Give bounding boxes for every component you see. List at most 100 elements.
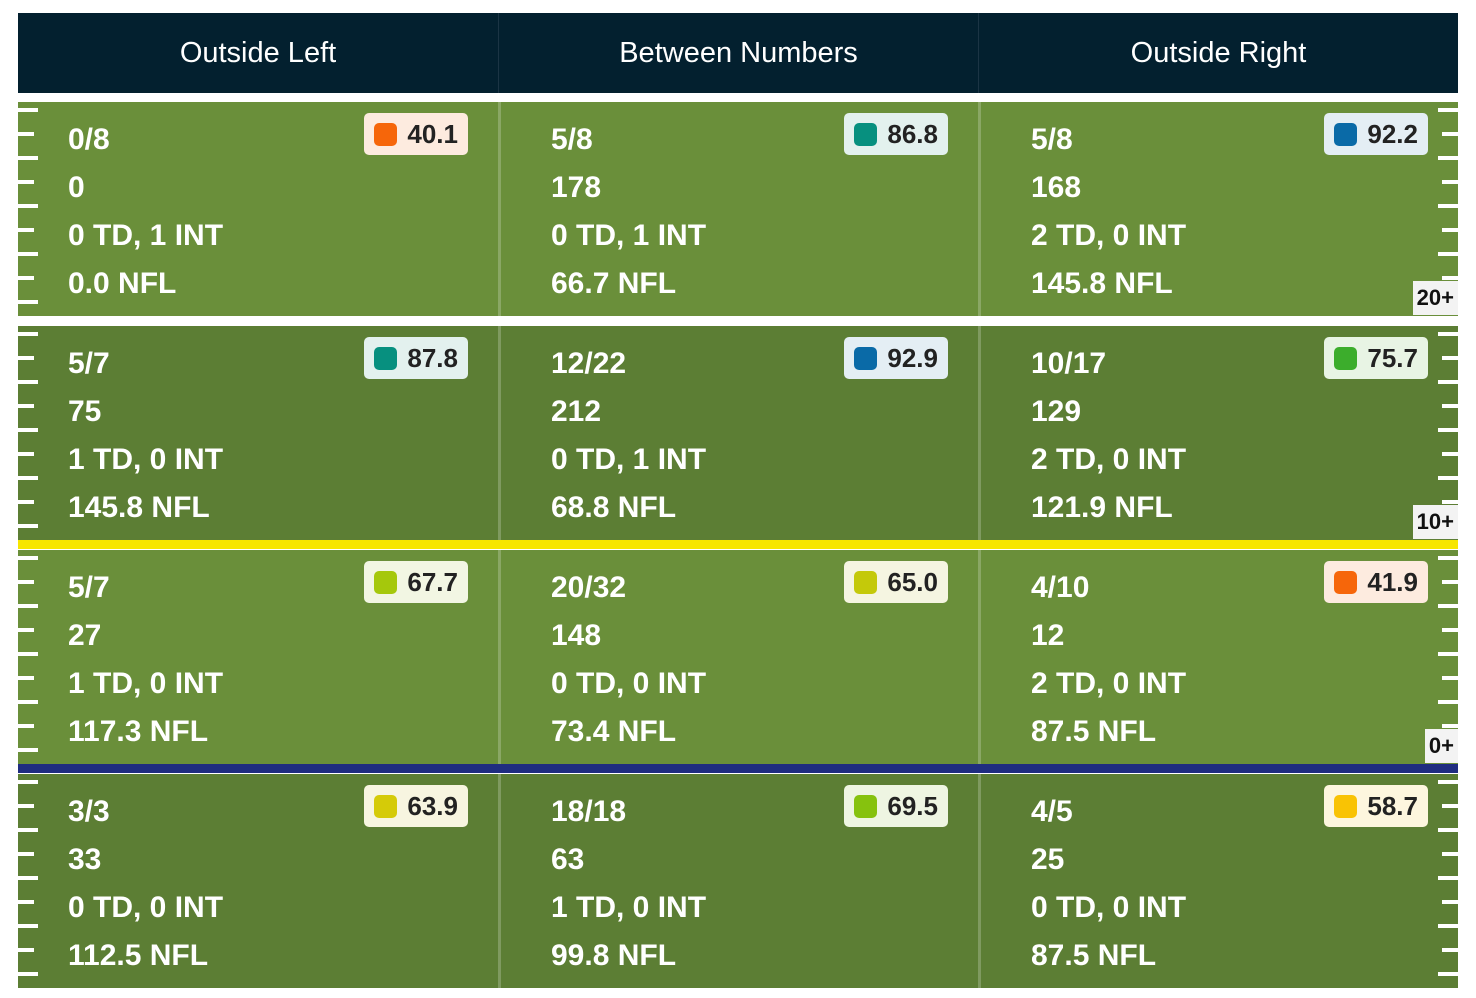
grade-badge: 67.7 bbox=[364, 561, 468, 603]
completions-attempts: 18/18 bbox=[551, 795, 627, 828]
cell-stats: 12/22 212 0 TD, 1 INT 68.8 NFL bbox=[551, 340, 706, 532]
yard-line-separator bbox=[18, 316, 1458, 325]
completions-attempts: 4/10 bbox=[1031, 571, 1090, 604]
grade-value: 65.0 bbox=[887, 566, 938, 597]
zone-cell[interactable]: 0/8 0 0 TD, 1 INT 0.0 NFL 40.1 bbox=[18, 102, 498, 316]
cell-stats: 4/10 12 2 TD, 0 INT 87.5 NFL bbox=[1031, 564, 1186, 756]
hash-mark bbox=[18, 876, 38, 880]
zone-cell[interactable]: 20/32 148 0 TD, 0 INT 73.4 NFL 65.0 bbox=[498, 550, 978, 764]
zone-cell[interactable]: 4/5 25 0 TD, 0 INT 87.5 NFL 58.7 bbox=[978, 774, 1458, 988]
column-header-outside-left: Outside Left bbox=[179, 36, 337, 69]
cell-stats: 4/5 25 0 TD, 0 INT 87.5 NFL bbox=[1031, 788, 1186, 980]
hash-mark bbox=[1442, 948, 1458, 952]
grade-color-swatch bbox=[374, 346, 398, 370]
hash-mark bbox=[1438, 156, 1458, 160]
hash-mark bbox=[18, 404, 34, 408]
cell-stats: 3/3 33 0 TD, 0 INT 112.5 NFL bbox=[68, 788, 223, 980]
hash-mark bbox=[1442, 228, 1458, 232]
grade-color-swatch bbox=[1334, 346, 1358, 370]
hash-mark bbox=[1442, 500, 1458, 504]
hash-mark bbox=[1442, 404, 1458, 408]
touchdowns-interceptions: 2 TD, 0 INT bbox=[1031, 443, 1187, 476]
grade-value: 41.9 bbox=[1367, 566, 1418, 597]
grade-color-swatch bbox=[374, 570, 398, 594]
grade-badge: 75.7 bbox=[1324, 337, 1428, 379]
nfl-passer-rating: 73.4 NFL bbox=[551, 715, 677, 748]
hash-marks-left bbox=[18, 102, 38, 316]
zone-cell[interactable]: 4/10 12 2 TD, 0 INT 87.5 NFL 41.9 bbox=[978, 550, 1458, 764]
passing-yards: 33 bbox=[68, 843, 102, 876]
grade-color-swatch bbox=[1334, 570, 1358, 594]
hash-mark bbox=[18, 700, 38, 704]
yard-line-separator bbox=[18, 540, 1458, 549]
completions-attempts: 5/8 bbox=[551, 123, 593, 156]
hash-mark bbox=[18, 580, 34, 584]
grade-value: 58.7 bbox=[1367, 790, 1418, 821]
hash-mark bbox=[18, 780, 38, 784]
touchdowns-interceptions: 0 TD, 1 INT bbox=[551, 219, 707, 252]
zone-cell[interactable]: 5/8 178 0 TD, 1 INT 66.7 NFL 86.8 bbox=[498, 102, 978, 316]
passing-yards: 129 bbox=[1031, 395, 1082, 428]
nfl-passer-rating: 87.5 NFL bbox=[1031, 939, 1157, 972]
hash-mark bbox=[18, 300, 38, 304]
nfl-passer-rating: 117.3 NFL bbox=[68, 715, 209, 748]
touchdowns-interceptions: 0 TD, 1 INT bbox=[551, 443, 707, 476]
zone-cell[interactable]: 5/7 27 1 TD, 0 INT 117.3 NFL 67.7 bbox=[18, 550, 498, 764]
touchdowns-interceptions: 1 TD, 0 INT bbox=[551, 891, 707, 924]
nfl-passer-rating: 112.5 NFL bbox=[68, 939, 209, 972]
touchdowns-interceptions: 1 TD, 0 INT bbox=[68, 443, 224, 476]
passing-yards: 75 bbox=[68, 395, 102, 428]
hash-mark bbox=[18, 804, 34, 808]
grade-badge: 58.7 bbox=[1324, 785, 1428, 827]
nfl-passer-rating: 99.8 NFL bbox=[551, 939, 677, 972]
grade-color-swatch bbox=[374, 794, 398, 818]
completions-attempts: 0/8 bbox=[68, 123, 110, 156]
zone-cell[interactable]: 5/8 168 2 TD, 0 INT 145.8 NFL 92.2 bbox=[978, 102, 1458, 316]
hash-mark bbox=[18, 228, 34, 232]
passing-yards: 25 bbox=[1031, 843, 1065, 876]
hash-mark bbox=[1442, 900, 1458, 904]
grade-color-swatch bbox=[854, 794, 878, 818]
hash-mark bbox=[1442, 276, 1458, 280]
hash-mark bbox=[1442, 804, 1458, 808]
yard-line-separator bbox=[18, 764, 1458, 773]
nfl-passer-rating: 66.7 NFL bbox=[551, 267, 677, 300]
hash-mark bbox=[18, 828, 38, 832]
column-header-outside-right: Outside Right bbox=[978, 13, 1458, 93]
depth-zone-label: 10+ bbox=[1412, 505, 1458, 539]
grade-badge: 40.1 bbox=[364, 113, 468, 155]
zone-cell[interactable]: 3/3 33 0 TD, 0 INT 112.5 NFL 63.9 bbox=[18, 774, 498, 988]
hash-mark bbox=[1438, 108, 1458, 112]
hash-mark bbox=[18, 948, 34, 952]
hash-mark bbox=[1442, 356, 1458, 360]
hash-mark bbox=[18, 180, 34, 184]
zone-cell[interactable]: 12/22 212 0 TD, 1 INT 68.8 NFL 92.9 bbox=[498, 326, 978, 540]
zone-cell[interactable]: 18/18 63 1 TD, 0 INT 99.8 NFL 69.5 bbox=[498, 774, 978, 988]
touchdowns-interceptions: 2 TD, 0 INT bbox=[1031, 219, 1187, 252]
hash-mark bbox=[18, 428, 38, 432]
grade-color-swatch bbox=[854, 346, 878, 370]
grade-value: 87.8 bbox=[407, 342, 458, 373]
hash-mark bbox=[1438, 380, 1458, 384]
passing-yards: 178 bbox=[551, 171, 602, 204]
hash-mark bbox=[18, 852, 34, 856]
hash-mark bbox=[1438, 332, 1458, 336]
hash-mark bbox=[18, 972, 38, 976]
depth-row: 5/7 75 1 TD, 0 INT 145.8 NFL 87.8 12/22 212 0 T… bbox=[18, 326, 1458, 540]
touchdowns-interceptions: 0 TD, 1 INT bbox=[68, 219, 224, 252]
hash-mark bbox=[1438, 476, 1458, 480]
zone-cell[interactable]: 10/17 129 2 TD, 0 INT 121.9 NFL 75.7 bbox=[978, 326, 1458, 540]
grade-badge: 92.2 bbox=[1324, 113, 1428, 155]
cell-stats: 5/7 27 1 TD, 0 INT 117.3 NFL bbox=[68, 564, 223, 756]
passing-yards: 148 bbox=[551, 619, 602, 652]
completions-attempts: 5/8 bbox=[1031, 123, 1073, 156]
hash-mark bbox=[1442, 132, 1458, 136]
completions-attempts: 12/22 bbox=[551, 347, 627, 380]
hash-marks-left bbox=[18, 550, 38, 764]
grade-badge: 65.0 bbox=[844, 561, 948, 603]
depth-row: 5/7 27 1 TD, 0 INT 117.3 NFL 67.7 20/32 148 0 T… bbox=[18, 550, 1458, 764]
depth-row: 0/8 0 0 TD, 1 INT 0.0 NFL 40.1 5/8 178 0 TD, 1 … bbox=[18, 102, 1458, 316]
depth-zone-label: 0+ bbox=[1424, 729, 1458, 763]
touchdowns-interceptions: 0 TD, 0 INT bbox=[551, 667, 707, 700]
zone-cell[interactable]: 5/7 75 1 TD, 0 INT 145.8 NFL 87.8 bbox=[18, 326, 498, 540]
